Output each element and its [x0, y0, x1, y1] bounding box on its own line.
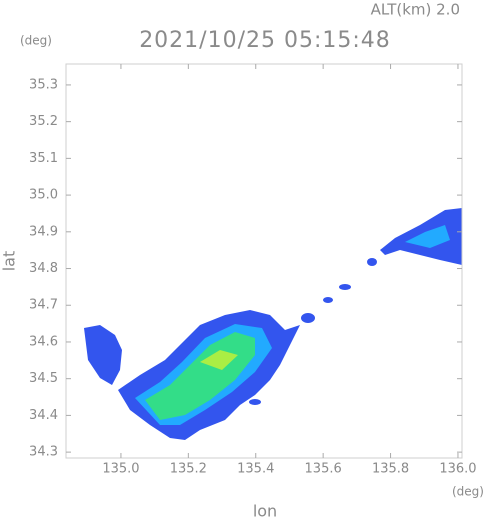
plot-frame: [65, 63, 463, 459]
x-tick-label: 135.2: [170, 462, 207, 477]
y-tick-label: 34.3: [29, 445, 58, 460]
y-tick-label: 34.7: [29, 298, 58, 313]
y-tick-label: 35.1: [29, 151, 58, 166]
y-tick-label: 34.4: [29, 408, 58, 423]
x-unit: (deg): [452, 485, 484, 499]
x-tick-label: 135.8: [372, 462, 409, 477]
y-unit: (deg): [20, 34, 52, 48]
y-axis-label: lat: [0, 251, 19, 272]
y-tick-label: 34.9: [29, 224, 58, 239]
x-tick-label: 135.0: [102, 462, 139, 477]
altitude-label: ALT(km) 2.0: [371, 1, 460, 19]
x-tick-label: 135.4: [237, 462, 274, 477]
y-tick-label: 35.3: [29, 77, 58, 92]
x-tick-label: 135.6: [305, 462, 342, 477]
x-axis-label: lon: [253, 502, 277, 521]
chart-title: 2021/10/25 05:15:48: [139, 28, 391, 53]
y-tick-label: 35.2: [29, 114, 58, 129]
y-tick-label: 35.0: [29, 188, 58, 203]
y-tick-label: 34.5: [29, 371, 58, 386]
radar-echo: [84, 208, 462, 440]
x-tick-label: 136.0: [439, 462, 476, 477]
y-tick-label: 34.6: [29, 334, 58, 349]
y-tick-label: 34.8: [29, 261, 58, 276]
